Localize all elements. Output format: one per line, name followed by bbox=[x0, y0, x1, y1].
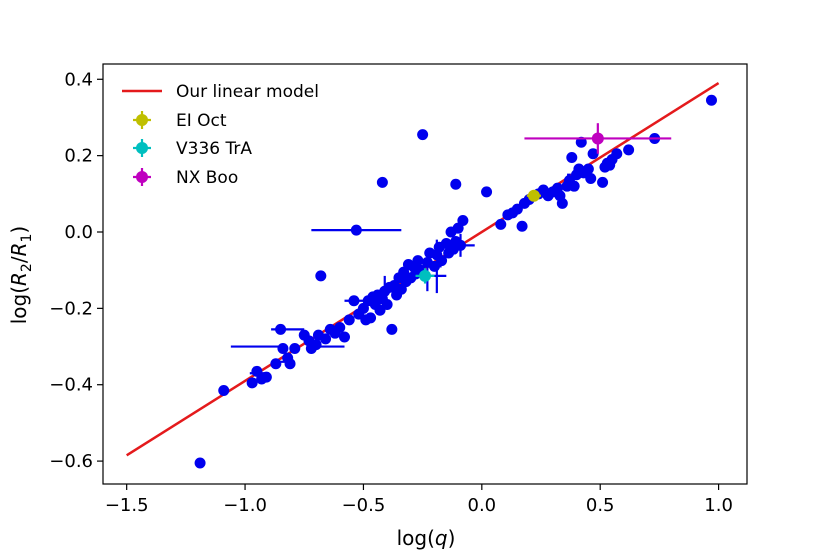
sample-point bbox=[450, 178, 462, 190]
x-tick-label: −1.0 bbox=[223, 495, 267, 516]
x-tick-label: 0.5 bbox=[586, 495, 615, 516]
sample-point bbox=[365, 312, 377, 324]
sample-point bbox=[582, 163, 594, 175]
highlight-v336-tra bbox=[415, 268, 435, 284]
sample-point bbox=[611, 148, 623, 160]
x-tick-label: 0.0 bbox=[468, 495, 497, 516]
y-tick-label: −0.2 bbox=[49, 298, 93, 319]
sample-point bbox=[270, 358, 282, 370]
y-axis-ticks: −0.6 −0.4 −0.2 0.0 0.2 0.4 bbox=[49, 69, 103, 472]
sample-point bbox=[348, 295, 360, 307]
y-axis-label: log(R2/R1) bbox=[7, 226, 35, 325]
legend-model-label: Our linear model bbox=[176, 82, 319, 102]
y-tick-label: 0.0 bbox=[64, 222, 93, 243]
highlight-nx-boo bbox=[524, 123, 672, 154]
legend-ei-oct-label: EI Oct bbox=[176, 111, 227, 131]
legend-v336-tra-marker bbox=[133, 139, 151, 157]
sample-point bbox=[284, 358, 296, 370]
sample-point bbox=[623, 144, 635, 156]
sample-point bbox=[566, 152, 578, 164]
sample-point bbox=[194, 457, 206, 469]
sample-point bbox=[455, 239, 467, 251]
x-tick-label: 1.0 bbox=[704, 495, 733, 516]
v336-tra-legend-dot bbox=[136, 142, 148, 154]
sample-point bbox=[457, 215, 469, 227]
sample-point bbox=[412, 255, 424, 267]
sample-point bbox=[343, 314, 355, 326]
sample-point bbox=[481, 186, 493, 198]
legend-nx-boo-label: NX Boo bbox=[176, 168, 238, 188]
legend-nx-boo-marker bbox=[133, 168, 151, 186]
legend-entry-ei-oct: EI Oct bbox=[133, 111, 227, 131]
sample-point bbox=[705, 94, 717, 106]
sample-point bbox=[260, 371, 272, 383]
nx-boo-point bbox=[591, 132, 604, 145]
legend-ei-oct-marker bbox=[133, 111, 151, 129]
x-tick-label: −1.5 bbox=[105, 495, 149, 516]
highlight-ei-oct bbox=[526, 189, 542, 202]
sample-point bbox=[585, 173, 597, 185]
legend-entry-nx-boo: NX Boo bbox=[133, 168, 238, 188]
sample-point bbox=[246, 377, 258, 389]
x-tick-label: −0.5 bbox=[342, 495, 386, 516]
sample-point bbox=[289, 342, 301, 354]
sample-point bbox=[436, 255, 448, 267]
sample-point bbox=[376, 176, 388, 188]
sample-point bbox=[568, 180, 580, 192]
ei-oct-point bbox=[527, 189, 540, 202]
sample-point bbox=[277, 342, 289, 354]
sample-point bbox=[587, 148, 599, 160]
nx-boo-legend-dot bbox=[136, 171, 148, 183]
sample-point bbox=[339, 331, 350, 343]
sample-point bbox=[275, 323, 287, 335]
sample-point bbox=[417, 129, 429, 141]
x-axis-ticks: −1.5 −1.0 −0.5 0.0 0.5 1.0 bbox=[105, 484, 733, 516]
v336-tra-point bbox=[419, 269, 431, 282]
legend-entry-v336-tra: V336 TrA bbox=[133, 139, 252, 159]
ei-oct-legend-dot bbox=[136, 114, 148, 126]
sample-points bbox=[194, 94, 717, 469]
x-axis-label: log(q) bbox=[397, 526, 456, 550]
plot-frame bbox=[102, 63, 748, 485]
y-tick-label: −0.6 bbox=[49, 451, 93, 472]
sample-point bbox=[386, 323, 398, 335]
sample-point bbox=[310, 339, 322, 351]
sample-point bbox=[350, 224, 362, 236]
legend: Our linear model EI Oct V336 TrA NX Boo bbox=[122, 82, 319, 188]
legend-entry-model: Our linear model bbox=[122, 82, 319, 102]
sample-point bbox=[597, 176, 609, 188]
y-tick-label: 0.2 bbox=[64, 146, 93, 167]
y-tick-label: 0.4 bbox=[64, 69, 93, 90]
highlighted-systems bbox=[415, 123, 672, 284]
sample-point bbox=[495, 218, 507, 230]
sample-point bbox=[516, 220, 528, 232]
legend-v336-tra-label: V336 TrA bbox=[176, 139, 252, 159]
sample-point bbox=[218, 384, 230, 396]
sample-point bbox=[381, 299, 393, 311]
sample-point bbox=[315, 270, 327, 282]
y-tick-label: −0.4 bbox=[49, 375, 93, 396]
sample-point bbox=[556, 197, 568, 209]
sample-point bbox=[320, 333, 332, 345]
sample-point bbox=[334, 321, 346, 333]
